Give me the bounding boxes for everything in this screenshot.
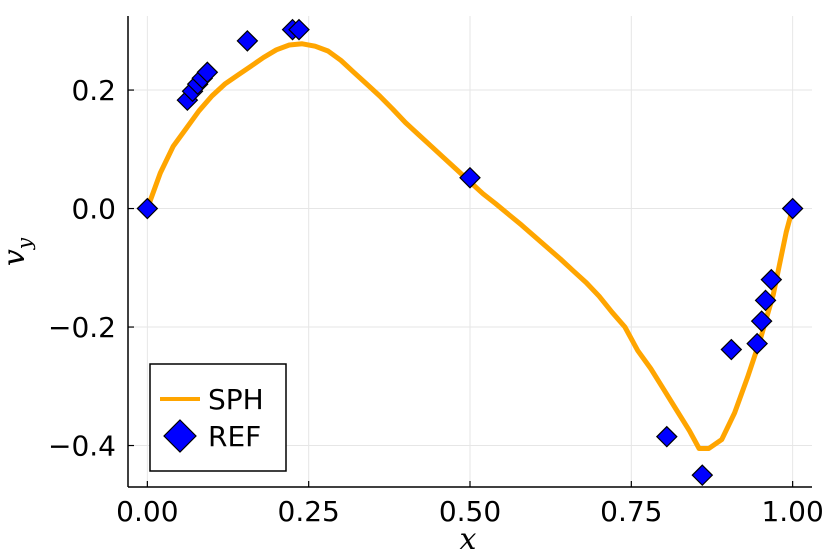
ref-point bbox=[196, 61, 219, 84]
ref-point bbox=[136, 197, 159, 220]
y-tick-label: −0.4 bbox=[48, 430, 116, 463]
x-tick-label: 0.50 bbox=[439, 495, 501, 528]
x-tick-label: 1.00 bbox=[761, 495, 823, 528]
y-tick-label: 0.2 bbox=[71, 74, 116, 107]
ref-point bbox=[459, 166, 481, 189]
x-tick-label: 0.75 bbox=[600, 495, 662, 528]
sph-line bbox=[144, 41, 796, 451]
ref-point bbox=[754, 289, 777, 312]
legend-ref-swatch bbox=[163, 419, 197, 453]
y-axis-label-main: v bbox=[0, 249, 32, 266]
ref-point bbox=[691, 464, 714, 486]
y-axis-label: vy bbox=[0, 237, 36, 266]
axes bbox=[127, 16, 812, 488]
legend-box bbox=[149, 363, 287, 472]
legend-sph-label: SPH bbox=[208, 383, 264, 416]
ref-point bbox=[760, 268, 783, 291]
ref-point bbox=[655, 425, 678, 448]
x-tick-label: 0.00 bbox=[116, 495, 178, 528]
ref-point bbox=[750, 310, 773, 332]
y-tick-label: 0.0 bbox=[71, 193, 116, 226]
x-axis-label: x bbox=[460, 522, 477, 554]
ref-point bbox=[720, 338, 743, 361]
axis-labels: x vy bbox=[0, 237, 477, 554]
legend: SPH REF bbox=[149, 363, 287, 472]
ref-point bbox=[236, 30, 259, 52]
x-tick-label: 0.25 bbox=[278, 495, 340, 528]
ref-point bbox=[746, 332, 768, 355]
legend-ref-label: REF bbox=[208, 420, 261, 453]
ref-point bbox=[288, 18, 310, 41]
plot-series bbox=[136, 18, 804, 486]
y-axis-label-subscript: y bbox=[12, 237, 36, 250]
y-tick-label: −0.2 bbox=[48, 311, 116, 344]
tick-labels: 0.00 0.25 0.50 0.75 1.00 −0.4 −0.2 0.0 0.2 bbox=[48, 74, 824, 528]
ref-point bbox=[781, 197, 804, 220]
